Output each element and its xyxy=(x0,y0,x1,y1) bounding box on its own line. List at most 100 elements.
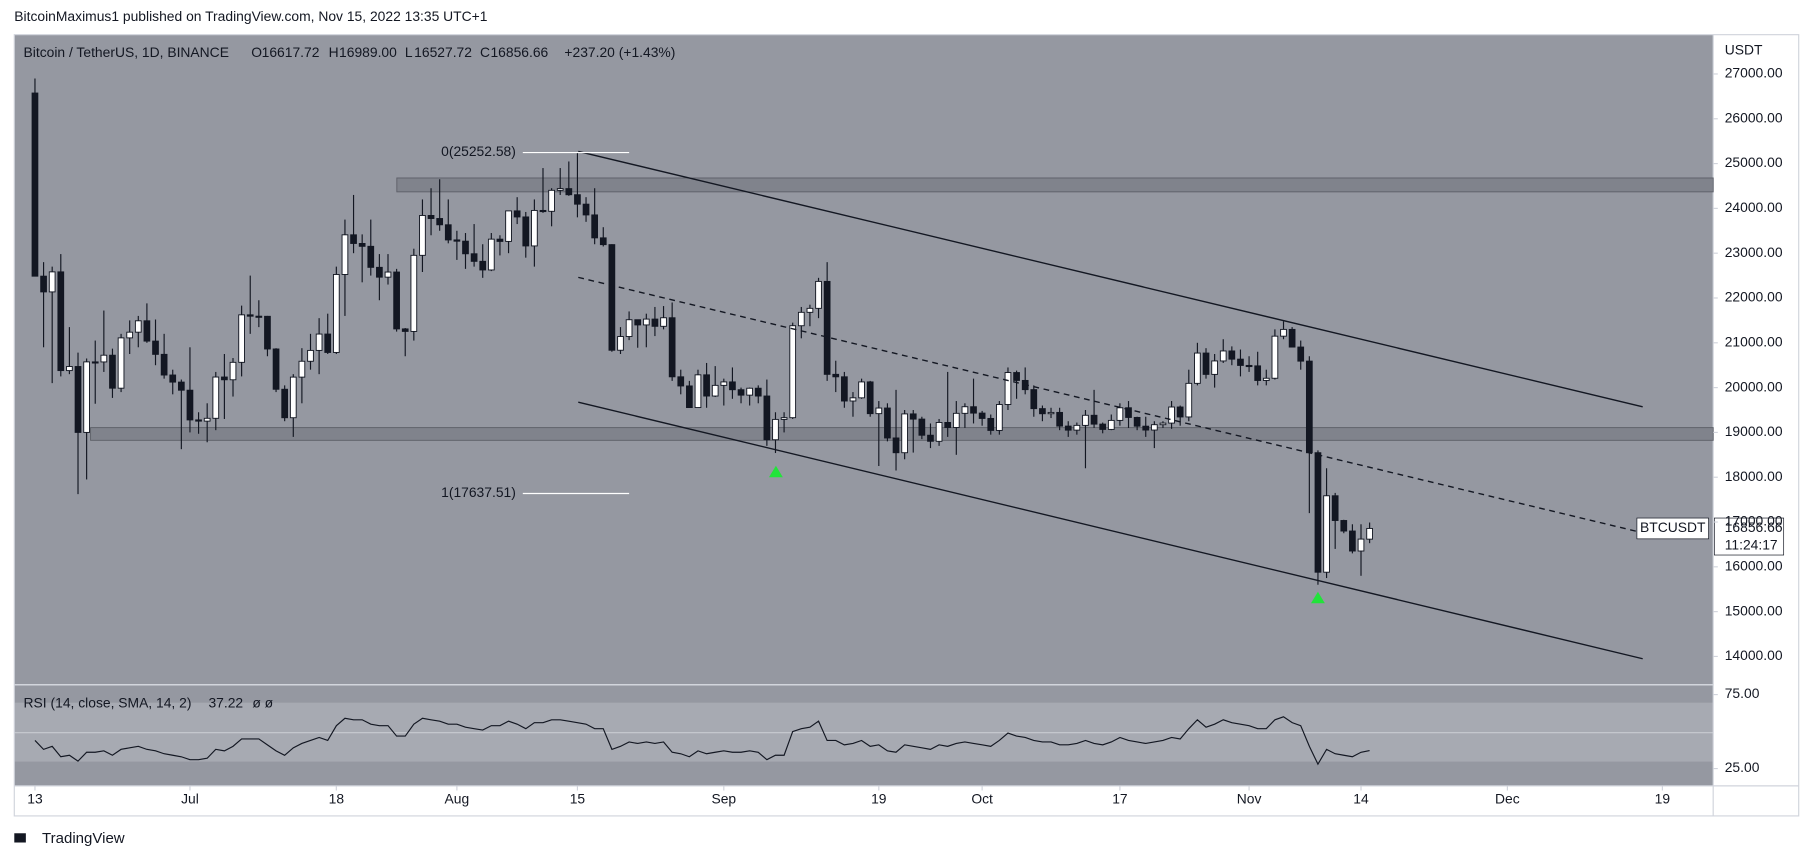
fib-1-label: 1(17637.51) xyxy=(441,484,516,500)
candle-body xyxy=(677,376,685,387)
legend-open: 16617.72 xyxy=(262,44,320,60)
candle-body xyxy=(427,215,435,219)
candle-body xyxy=(1366,527,1373,540)
candle-body xyxy=(901,413,908,454)
candle-body xyxy=(703,374,710,397)
candle-body xyxy=(754,387,762,397)
candle-body xyxy=(961,406,969,414)
candle-body xyxy=(952,412,960,428)
candle-body xyxy=(686,385,693,409)
y-tick-label: 26000.00 xyxy=(1725,109,1783,125)
rsi-title: RSI (14, close, SMA, 14, 2) xyxy=(24,694,192,710)
candle-body xyxy=(1125,407,1132,418)
candle-body xyxy=(281,388,289,419)
resistance-zone xyxy=(396,177,1714,193)
candle-body xyxy=(797,311,805,327)
candle-body xyxy=(341,234,349,275)
candle-body xyxy=(358,243,366,247)
candle-body xyxy=(410,254,418,332)
candle-body xyxy=(1064,425,1072,431)
legend-high: 16989.00 xyxy=(339,44,397,60)
y-tick-label: 18000.00 xyxy=(1725,468,1783,484)
candle-body xyxy=(272,348,280,390)
candle-body xyxy=(126,331,134,339)
x-tick-label: Oct xyxy=(971,790,993,806)
candle-body xyxy=(591,214,599,239)
candle-body xyxy=(935,422,943,442)
candle-body xyxy=(841,376,848,402)
rsi-extra: ø ø xyxy=(252,694,273,710)
channel-lower xyxy=(578,401,1643,660)
candle-body xyxy=(307,349,314,362)
y-tick-label: 25.00 xyxy=(1725,759,1760,775)
candle-body xyxy=(91,361,99,364)
candle-body xyxy=(1004,372,1012,405)
candle-body xyxy=(746,387,753,396)
candle-body xyxy=(134,320,142,333)
candle-body xyxy=(1211,360,1218,375)
x-tick-label: Nov xyxy=(1237,790,1262,806)
candle-body xyxy=(651,318,659,327)
candle-body xyxy=(642,318,650,326)
candle-body xyxy=(789,325,797,419)
candle-body xyxy=(711,384,719,397)
candle-body xyxy=(109,354,116,389)
candle-body xyxy=(1314,452,1322,573)
legend-close: 16856.66 xyxy=(490,44,548,60)
candle-body xyxy=(376,266,383,278)
candle-body xyxy=(875,407,883,415)
y-tick-label: 22000.00 xyxy=(1725,289,1783,305)
candle-body xyxy=(987,417,995,431)
y-tick-label: 19000.00 xyxy=(1725,423,1783,439)
y-tick-label: 20000.00 xyxy=(1725,378,1783,394)
candle-body xyxy=(350,234,357,244)
x-tick-label: Aug xyxy=(445,790,470,806)
candle-body xyxy=(505,210,512,242)
x-tick-label: 19 xyxy=(1655,790,1671,806)
candle-body xyxy=(31,92,39,277)
price-tag xyxy=(1713,517,1785,556)
candle-body xyxy=(1185,382,1193,418)
candle-body xyxy=(1039,408,1046,415)
candle-body xyxy=(729,381,736,391)
candle-body xyxy=(57,271,65,372)
candle-body xyxy=(1331,495,1339,521)
y-tick-label: 25000.00 xyxy=(1725,154,1783,170)
candle-body xyxy=(849,397,857,402)
candle-body xyxy=(212,376,220,419)
y-tick-label: 23000.00 xyxy=(1725,244,1783,260)
candle-body xyxy=(289,376,297,419)
candle-body xyxy=(298,360,306,378)
candle-body xyxy=(1271,335,1279,379)
candle-body xyxy=(401,328,409,332)
candle-body xyxy=(83,361,90,433)
candle-body xyxy=(367,245,375,268)
candle-body xyxy=(1107,419,1115,430)
legend-h: H xyxy=(329,44,339,60)
candle-body xyxy=(384,271,392,278)
x-tick-label: 18 xyxy=(329,790,345,806)
candle-body xyxy=(582,203,590,216)
candle-body xyxy=(884,407,891,439)
candle-body xyxy=(203,417,211,422)
candle-body xyxy=(1013,372,1020,381)
x-tick-label: 17 xyxy=(1112,790,1128,806)
arrow-up xyxy=(768,465,783,478)
candle-body xyxy=(152,340,159,355)
candle-body xyxy=(1056,411,1063,427)
y-tick-label: 17000.00 xyxy=(1725,513,1783,529)
candle-body xyxy=(574,194,581,205)
candle-body xyxy=(625,319,633,337)
candle-body xyxy=(858,381,865,399)
rsi-line xyxy=(34,716,1370,766)
candle-body xyxy=(1280,328,1287,337)
legend-symbol: Bitcoin / TetherUS, 1D, BINANCE xyxy=(24,44,229,60)
candle-body xyxy=(117,337,125,389)
candle-body xyxy=(66,366,73,372)
candle-body xyxy=(720,381,728,386)
candle-body xyxy=(1030,389,1038,410)
candle-body xyxy=(1357,538,1365,552)
candle-body xyxy=(393,271,400,330)
candle-body xyxy=(918,418,926,436)
candle-body xyxy=(462,240,469,255)
